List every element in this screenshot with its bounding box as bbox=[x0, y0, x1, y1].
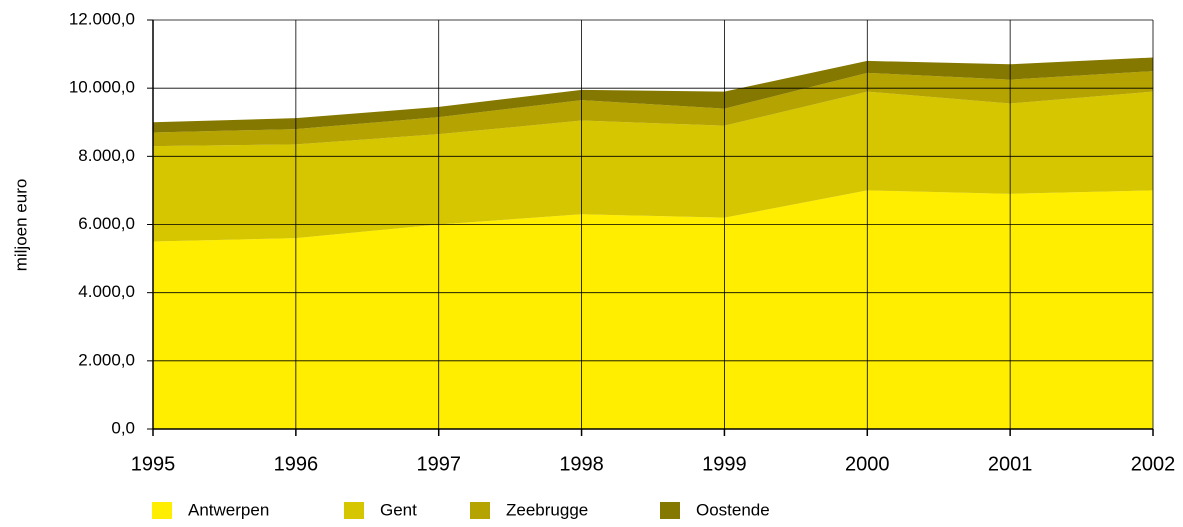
y-tick-label: 12.000,0 bbox=[69, 9, 135, 28]
x-tick-label: 1995 bbox=[131, 453, 176, 475]
x-tick-label: 1997 bbox=[416, 453, 461, 475]
x-tick-label: 1999 bbox=[702, 453, 747, 475]
y-tick-label: 10.000,0 bbox=[69, 78, 135, 97]
x-tick-label: 2001 bbox=[988, 453, 1033, 475]
x-tick-label: 2000 bbox=[845, 453, 890, 475]
legend-swatch bbox=[470, 502, 490, 519]
legend-label: Antwerpen bbox=[188, 500, 269, 519]
y-axis-label: miljoen euro bbox=[11, 179, 30, 272]
legend-swatch bbox=[660, 502, 680, 519]
area bbox=[153, 57, 1153, 133]
area bbox=[153, 91, 1153, 242]
x-tick-label: 2002 bbox=[1131, 453, 1176, 475]
area bbox=[153, 190, 1153, 429]
legend-label: Oostende bbox=[696, 500, 770, 519]
legend-label: Zeebrugge bbox=[506, 500, 588, 519]
y-tick-label: 2.000,0 bbox=[78, 350, 135, 369]
y-tick-label: 0,0 bbox=[111, 418, 135, 437]
legend-swatch bbox=[344, 502, 364, 519]
x-tick-label: 1996 bbox=[274, 453, 319, 475]
area bbox=[153, 71, 1153, 147]
y-tick-label: 4.000,0 bbox=[78, 282, 135, 301]
legend-swatch bbox=[152, 502, 172, 519]
legend-label: Gent bbox=[380, 500, 417, 519]
y-tick-label: 8.000,0 bbox=[78, 146, 135, 165]
x-tick-label: 1998 bbox=[559, 453, 604, 475]
y-tick-label: 6.000,0 bbox=[78, 214, 135, 233]
